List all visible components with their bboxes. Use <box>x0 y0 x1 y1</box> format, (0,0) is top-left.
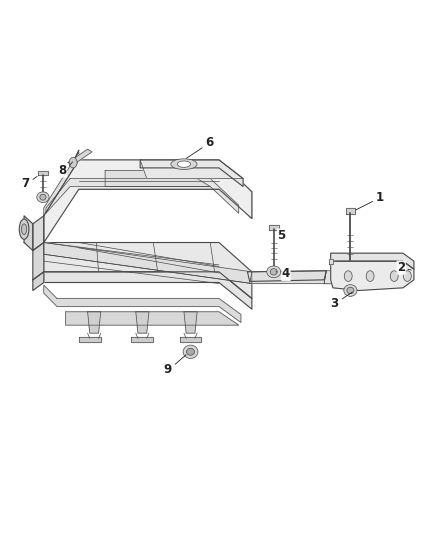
Ellipse shape <box>270 269 277 275</box>
Text: 2: 2 <box>397 261 405 274</box>
Polygon shape <box>88 312 101 333</box>
Text: 6: 6 <box>205 136 213 149</box>
Polygon shape <box>346 208 355 214</box>
Ellipse shape <box>40 195 46 200</box>
Polygon shape <box>24 216 33 251</box>
Polygon shape <box>250 271 326 284</box>
Polygon shape <box>331 253 414 269</box>
Ellipse shape <box>403 271 411 281</box>
Polygon shape <box>131 337 153 342</box>
Polygon shape <box>105 171 210 187</box>
Polygon shape <box>44 160 252 243</box>
Polygon shape <box>180 337 201 342</box>
Text: 9: 9 <box>163 364 171 376</box>
Polygon shape <box>44 243 252 298</box>
Text: 8: 8 <box>59 164 67 177</box>
Ellipse shape <box>366 271 374 281</box>
Ellipse shape <box>69 157 77 168</box>
Polygon shape <box>247 271 326 281</box>
Ellipse shape <box>177 161 191 167</box>
Ellipse shape <box>390 271 398 281</box>
Polygon shape <box>328 259 333 264</box>
Ellipse shape <box>19 219 29 239</box>
Ellipse shape <box>344 271 352 281</box>
Polygon shape <box>331 261 414 290</box>
Polygon shape <box>38 171 48 175</box>
Polygon shape <box>33 272 44 290</box>
Polygon shape <box>44 285 241 322</box>
Text: 3: 3 <box>330 297 338 310</box>
Ellipse shape <box>187 349 194 356</box>
Polygon shape <box>269 225 279 230</box>
Ellipse shape <box>347 287 354 294</box>
Polygon shape <box>140 160 243 187</box>
Polygon shape <box>184 312 197 333</box>
Polygon shape <box>46 179 239 213</box>
Ellipse shape <box>344 285 357 296</box>
Polygon shape <box>44 272 252 309</box>
Ellipse shape <box>37 192 49 203</box>
Polygon shape <box>140 160 243 179</box>
Ellipse shape <box>183 345 198 358</box>
Text: 1: 1 <box>376 191 384 204</box>
Ellipse shape <box>267 266 281 278</box>
Polygon shape <box>79 337 101 342</box>
Polygon shape <box>33 216 44 251</box>
Polygon shape <box>44 243 252 284</box>
Polygon shape <box>44 160 252 243</box>
Text: 7: 7 <box>21 177 29 190</box>
Text: 5: 5 <box>278 229 286 242</box>
Ellipse shape <box>171 159 197 169</box>
Polygon shape <box>66 312 239 325</box>
Polygon shape <box>44 152 79 216</box>
Polygon shape <box>324 271 333 284</box>
Polygon shape <box>33 243 44 280</box>
Ellipse shape <box>21 224 27 235</box>
Polygon shape <box>68 149 92 165</box>
Polygon shape <box>136 312 149 333</box>
Text: 4: 4 <box>282 268 290 280</box>
